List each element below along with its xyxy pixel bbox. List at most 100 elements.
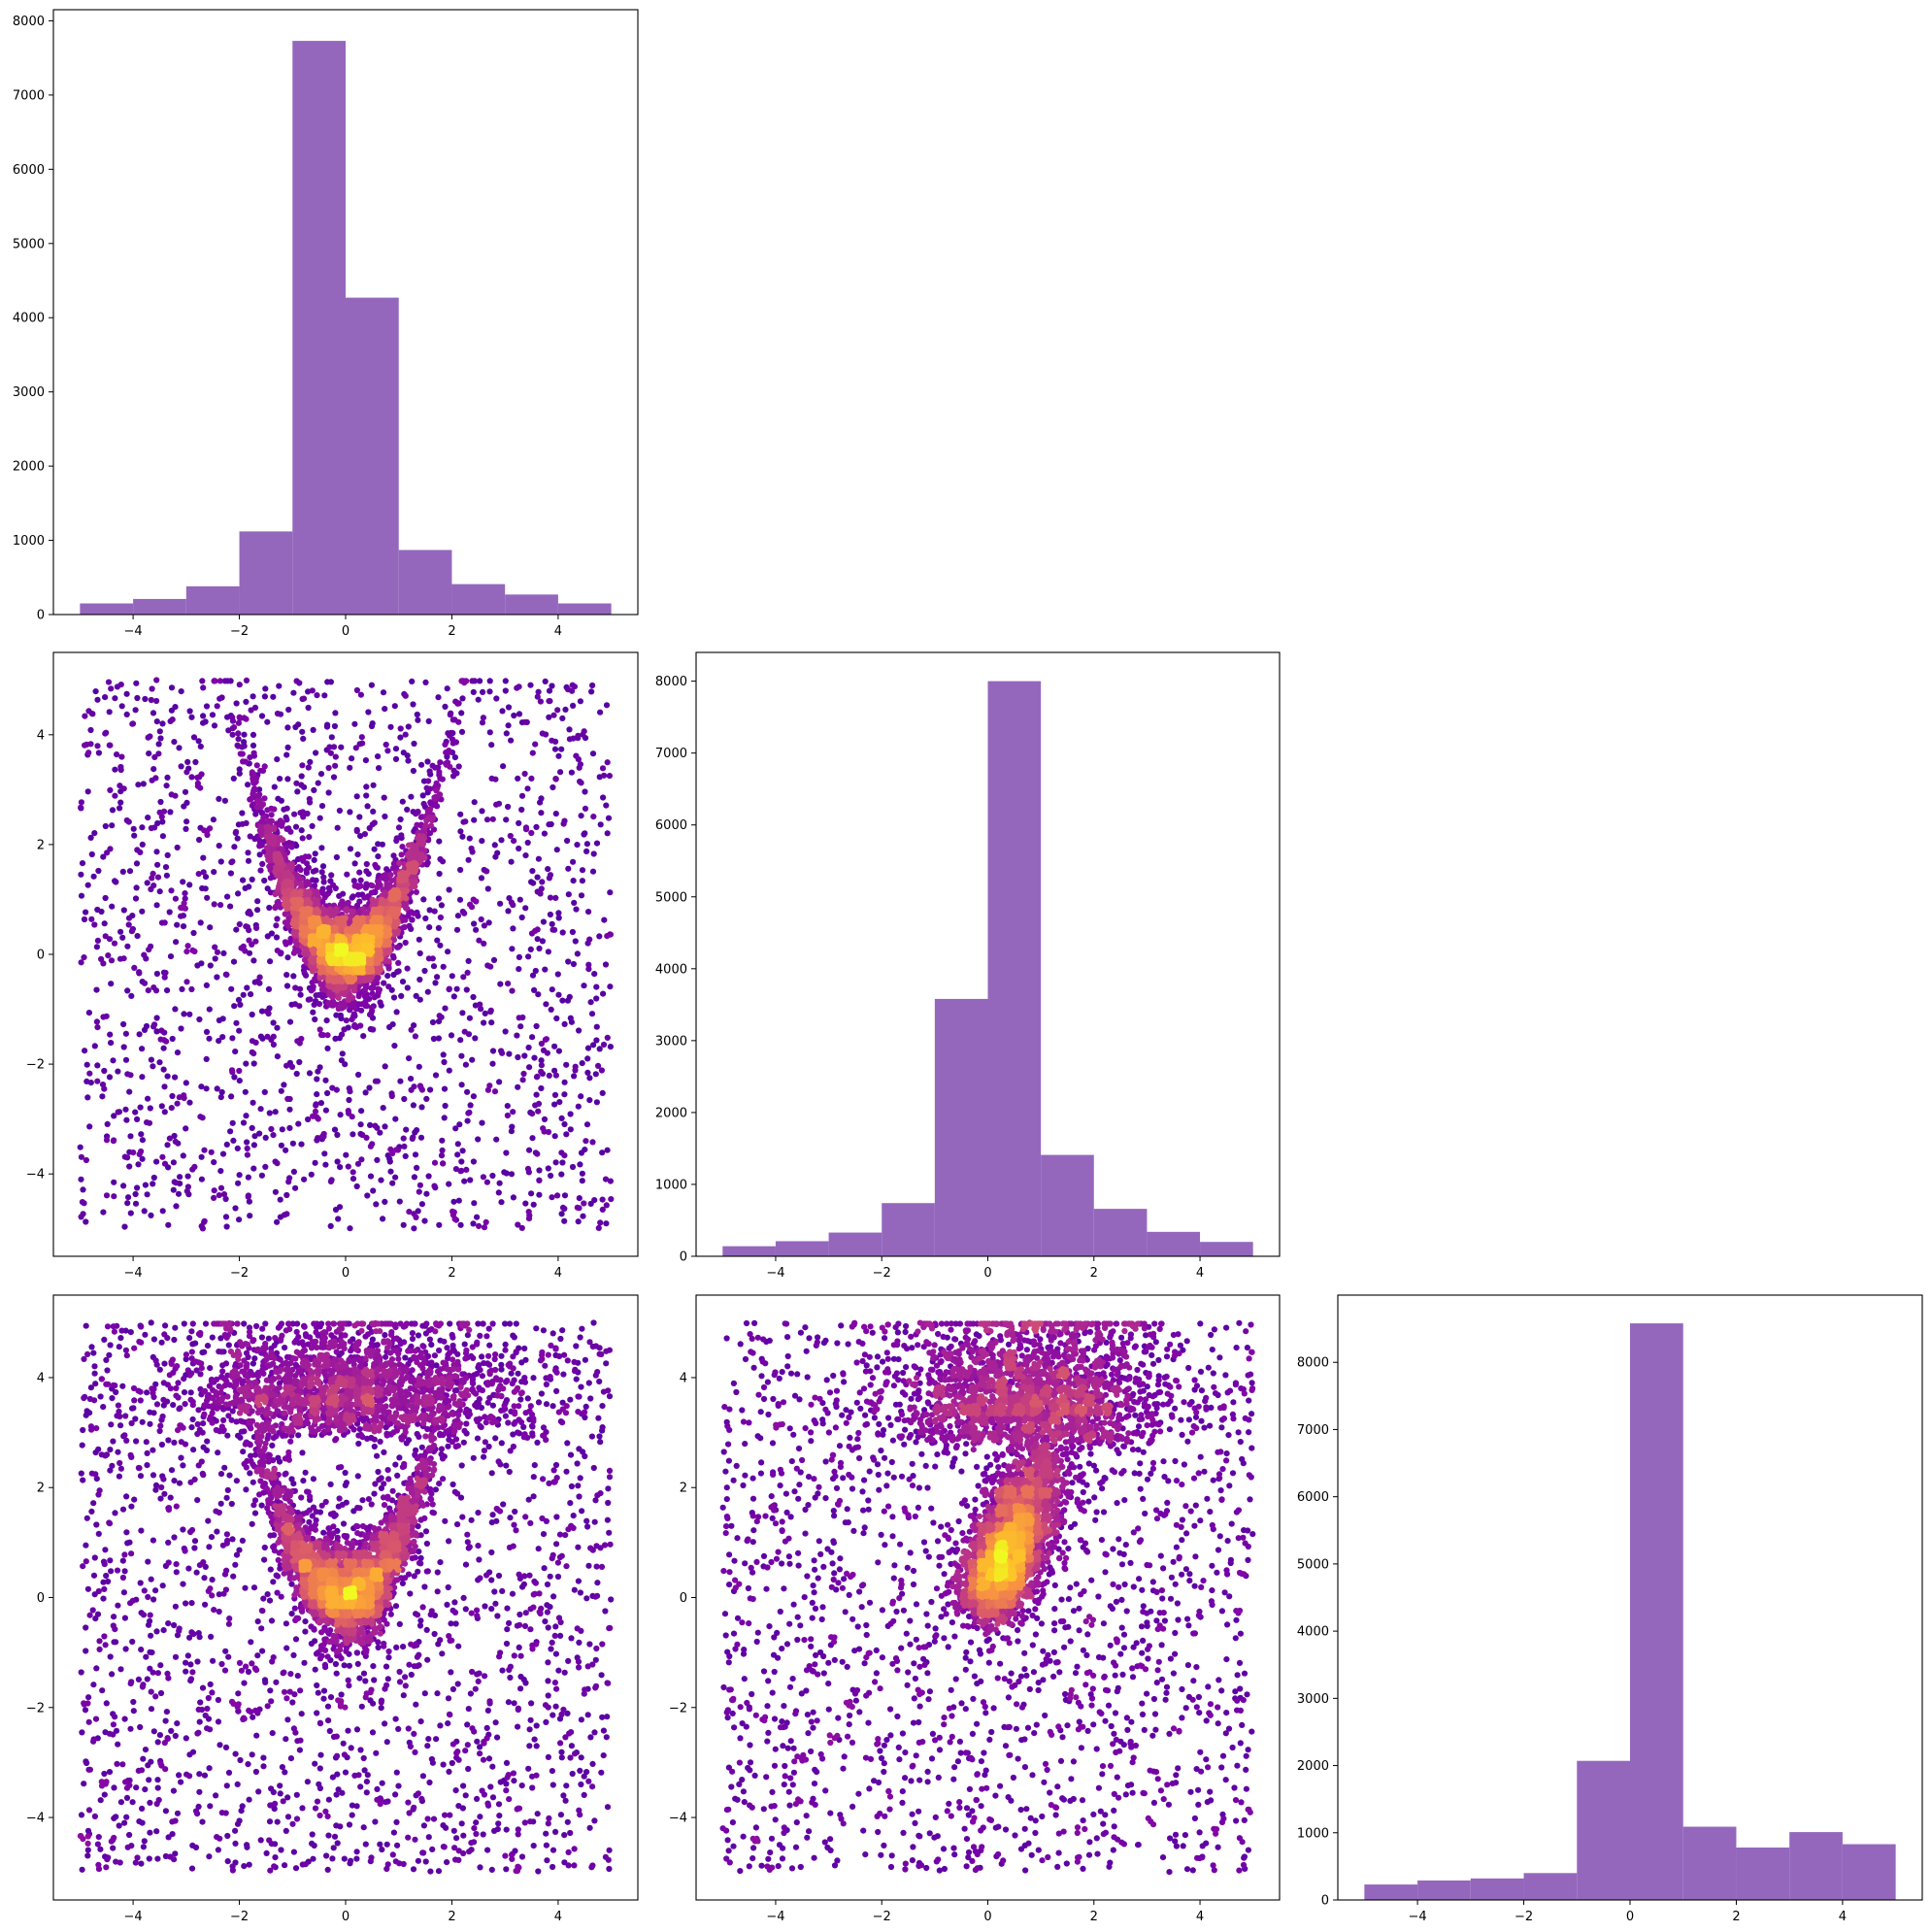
scatter-point <box>442 741 449 749</box>
scatter-point <box>341 1026 348 1033</box>
scatter-point <box>236 682 243 688</box>
scatter-point <box>369 1026 376 1033</box>
scatter-point <box>178 1025 184 1032</box>
scatter-point <box>390 852 397 859</box>
scatter-point <box>537 698 545 705</box>
scatter-point <box>364 1192 371 1199</box>
scatter-point <box>491 842 498 849</box>
scatter-point <box>94 743 101 749</box>
scatter-point <box>559 1159 566 1166</box>
scatter-point <box>410 701 416 708</box>
scatter-point <box>338 984 345 991</box>
scatter-point <box>546 1072 552 1079</box>
scatter-point <box>349 755 355 762</box>
scatter-point <box>107 846 114 852</box>
scatter-point <box>172 1006 179 1013</box>
scatter-point <box>183 818 190 825</box>
scatter-point <box>333 853 340 861</box>
scatter-point <box>161 1160 169 1167</box>
scatter-point <box>210 816 216 823</box>
scatter-point <box>174 844 181 851</box>
scatter-point <box>398 832 405 839</box>
scatter-point <box>139 1137 146 1144</box>
scatter-point <box>284 923 291 930</box>
scatter-point <box>220 1191 228 1198</box>
scatter-point <box>80 1186 86 1193</box>
scatter-point <box>190 929 197 937</box>
scatter-point <box>480 1174 486 1181</box>
scatter-point <box>521 1052 528 1059</box>
scatter-point <box>509 1123 516 1130</box>
scatter-point <box>167 809 174 816</box>
scatter-point <box>211 1159 217 1166</box>
scatter-point <box>195 871 202 878</box>
scatter-point <box>516 845 522 852</box>
scatter-point <box>483 1179 490 1185</box>
histogram-bar <box>505 594 558 615</box>
scatter-point <box>576 1205 583 1212</box>
scatter-point <box>534 936 541 943</box>
scatter-point <box>350 1013 357 1019</box>
scatter-point <box>307 918 315 925</box>
scatter-point <box>568 769 576 776</box>
scatter-point <box>393 1009 400 1016</box>
scatter-point <box>577 1161 583 1168</box>
scatter-point <box>415 808 421 816</box>
scatter-point <box>250 957 257 964</box>
scatter-point <box>390 994 398 1001</box>
scatter-point <box>392 1116 399 1122</box>
scatter-point <box>109 807 117 814</box>
scatter-point <box>508 899 516 906</box>
scatter-point <box>315 780 321 786</box>
scatter-point <box>516 1015 522 1021</box>
scatter-point <box>464 1088 471 1095</box>
scatter-point <box>222 1214 230 1220</box>
scatter-point <box>374 939 381 946</box>
scatter-point <box>416 949 423 957</box>
scatter-point <box>93 944 100 950</box>
scatter-point <box>397 734 404 741</box>
scatter-point <box>380 1105 386 1112</box>
scatter-point <box>145 734 151 741</box>
scatter-point <box>86 1123 93 1130</box>
scatter-point <box>538 1084 545 1092</box>
scatter-point <box>569 1163 577 1171</box>
scatter-point <box>111 1179 117 1185</box>
scatter-point <box>554 707 561 714</box>
scatter-point <box>207 825 214 832</box>
scatter-point <box>412 1151 419 1158</box>
scatter-point <box>298 782 305 788</box>
scatter-point <box>602 1176 610 1183</box>
scatter-point <box>484 885 491 892</box>
scatter-point <box>461 910 468 916</box>
scatter-point <box>377 999 383 1006</box>
scatter-point <box>382 949 388 955</box>
scatter-point <box>135 1161 142 1168</box>
scatter-point <box>449 973 455 980</box>
scatter-point <box>528 1190 535 1197</box>
scatter-point <box>203 1055 210 1062</box>
scatter-point <box>184 943 191 949</box>
scatter-point <box>383 932 389 940</box>
scatter-point <box>483 868 490 875</box>
scatter-point <box>475 696 482 703</box>
scatter-point <box>99 1093 106 1100</box>
scatter-point <box>551 1067 558 1074</box>
scatter-point <box>265 1010 272 1017</box>
scatter-point <box>148 885 154 893</box>
scatter-point <box>122 1030 129 1037</box>
scatter-point <box>83 909 89 916</box>
scatter-point <box>453 770 460 777</box>
scatter-point <box>442 1102 449 1110</box>
scatter-point <box>404 965 411 972</box>
scatter-point <box>228 1093 235 1100</box>
scatter-point <box>198 1083 205 1090</box>
scatter-point <box>183 979 190 985</box>
scatter-point <box>98 955 105 963</box>
scatter-point <box>252 811 259 817</box>
scatter-point <box>567 1126 574 1133</box>
scatter-point <box>168 887 175 894</box>
scatter-point <box>126 1163 133 1170</box>
scatter-point <box>112 792 118 799</box>
scatter-point <box>150 984 157 991</box>
